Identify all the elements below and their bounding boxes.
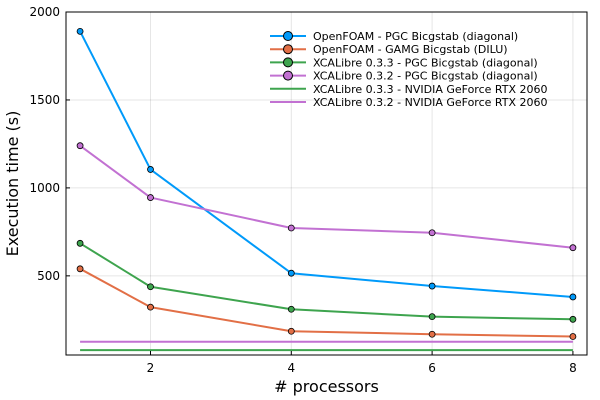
legend-entry-label: XCALibre 0.3.3 - PGC Bicgstab (diagonal) [313, 56, 538, 69]
data-point [147, 166, 154, 173]
legend-marker [283, 31, 293, 41]
x-tick-label: 8 [569, 361, 577, 375]
data-point [287, 269, 295, 277]
plot-frame [65, 11, 588, 356]
x-tick-label: 2 [147, 361, 155, 375]
legend-entry-label: XCALibre 0.3.3 - NVIDIA GeForce RTX 2060 [313, 83, 547, 96]
legend-marker [283, 70, 293, 81]
data-point [287, 305, 295, 313]
data-point [569, 244, 577, 252]
series-layer [76, 27, 577, 352]
x-tick-label: 4 [287, 361, 295, 375]
legend: OpenFOAM - PGC Bicgstab (diagonal)OpenFO… [270, 30, 547, 109]
data-point [76, 239, 84, 247]
data-point [428, 282, 436, 290]
x-tick-label: 6 [428, 361, 436, 375]
y-tick-label: 1000 [29, 181, 60, 195]
data-point [428, 313, 436, 321]
legend-marker [283, 57, 293, 68]
series-3 [76, 239, 577, 323]
legend-entry-label: OpenFOAM - PGC Bicgstab (diagonal) [313, 30, 518, 43]
data-point [76, 265, 84, 273]
data-point [76, 27, 84, 35]
data-point [147, 283, 154, 291]
legend-entry-label: XCALibre 0.3.2 - PGC Bicgstab (diagonal) [313, 70, 538, 83]
data-point [569, 293, 577, 301]
x-axis-label: # processors [274, 377, 379, 396]
data-point [147, 303, 154, 311]
tick-labels: 2 4 6 8 500 1000 1500 2000 [29, 5, 576, 375]
series-4 [76, 142, 577, 252]
y-tick-label: 500 [37, 269, 60, 283]
y-axis-label: Execution time (s) [3, 111, 22, 257]
data-point [428, 229, 436, 237]
legend-marker [283, 44, 293, 55]
data-point [428, 330, 436, 338]
y-tick-label: 2000 [29, 5, 60, 19]
legend-entry-label: OpenFOAM - GAMG Bicgstab (DILU) [313, 43, 508, 56]
series-1 [76, 27, 577, 301]
data-point [76, 142, 84, 150]
data-point [287, 327, 295, 335]
series-2 [76, 265, 577, 340]
data-point [147, 194, 154, 201]
data-point [569, 333, 577, 340]
legend-entry-label: XCALibre 0.3.2 - NVIDIA GeForce RTX 2060 [313, 96, 547, 109]
data-point [287, 224, 295, 232]
data-point [569, 315, 577, 323]
y-tick-label: 1500 [29, 93, 60, 107]
